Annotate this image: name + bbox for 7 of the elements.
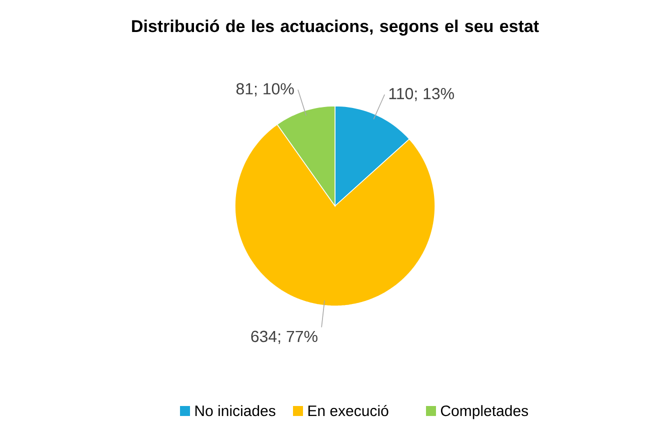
data-label: 110; 13% <box>389 88 454 102</box>
chart-title: Distribució de les actuacions, segons el seu estat <box>132 20 539 36</box>
data-label: 634; 77% <box>251 330 318 344</box>
legend-label: No iniciades <box>195 405 276 416</box>
data-label: 81; 10% <box>236 83 294 96</box>
legend-label: En execució <box>308 404 388 416</box>
legend-label: Completades <box>440 405 528 420</box>
